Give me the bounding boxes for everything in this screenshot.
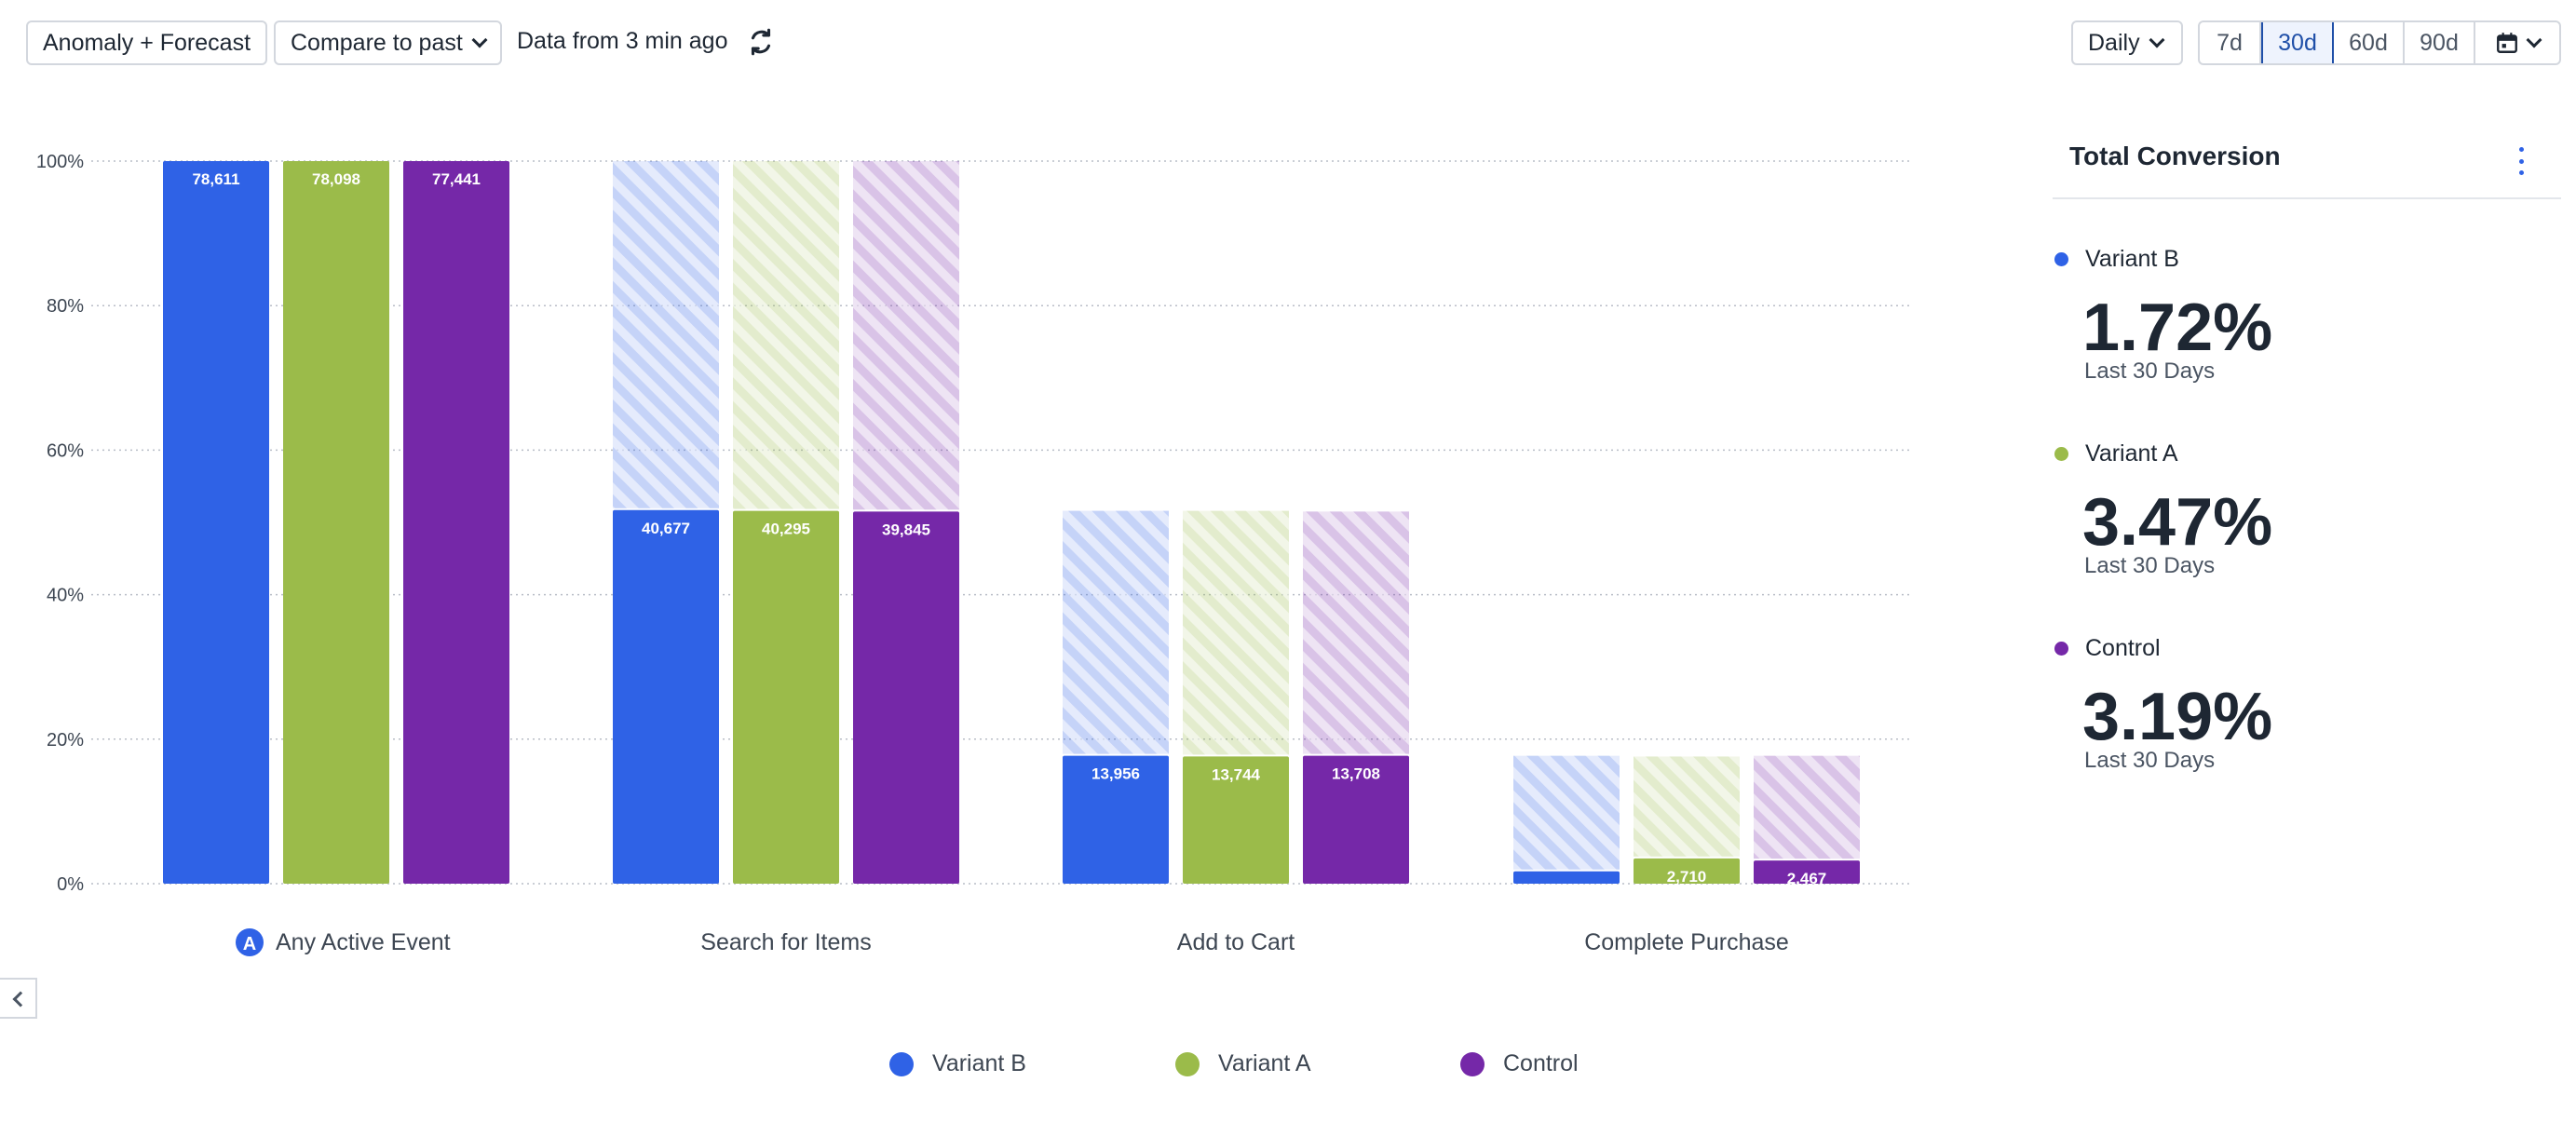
metric-name-variant-a: Variant A (2054, 440, 2178, 467)
chevron-left-icon (12, 991, 29, 1008)
metric-label: Control (2085, 635, 2161, 661)
bar-value-label: 78,611 (192, 170, 239, 188)
legend-item-control[interactable]: Control (1460, 1050, 1579, 1077)
category-label: Any Active Event (276, 929, 451, 955)
interval-label: Daily (2088, 29, 2140, 56)
custom-date-button[interactable] (2475, 22, 2559, 63)
series-dot (2054, 252, 2068, 266)
funnel-bar-chart: 0% 20% 40% 60% 80% 100% 78,611 78,098 77,441 A An… (36, 152, 1909, 956)
bar-value-label: 2,467 (1787, 870, 1827, 887)
conversion-bar-control[interactable] (1303, 755, 1409, 884)
bar-value-label: 13,708 (1332, 765, 1380, 783)
refresh-icon[interactable] (745, 26, 777, 58)
conversion-bar-control[interactable] (1754, 860, 1860, 884)
category-label: Search for Items (700, 929, 871, 955)
conversion-bar-variant-a[interactable] (283, 161, 389, 884)
svg-text:A: A (243, 934, 256, 954)
compare-label: Compare to past (291, 29, 463, 56)
bar-value-label: 39,845 (882, 521, 930, 538)
conversion-bar-variant-b[interactable] (163, 161, 269, 884)
y-tick-label: 60% (47, 440, 84, 461)
dropoff-bar-variant-a[interactable] (733, 161, 839, 509)
calendar-icon (2497, 33, 2517, 53)
more-options-icon[interactable] (2515, 147, 2528, 175)
conversion-bar-control[interactable] (403, 161, 509, 884)
date-range-selector: 7d 30d 60d 90d (2198, 20, 2561, 65)
conversion-bar-variant-a[interactable] (1634, 858, 1740, 884)
anomaly-forecast-button[interactable]: Anomaly + Forecast (26, 20, 268, 65)
bar-value-label: 13,956 (1091, 765, 1140, 783)
metric-value-variant-b: 1.72% (2082, 291, 2273, 365)
conversion-bar-variant-a[interactable] (1183, 756, 1289, 884)
chart-bars (163, 161, 1860, 884)
y-tick-label: 40% (47, 586, 84, 606)
legend-dot (1460, 1051, 1485, 1076)
dropoff-bar-variant-b[interactable] (1063, 510, 1169, 754)
chart-labels: 78,611 78,098 77,441 A Any Active Event 40,67… (192, 170, 1826, 956)
bar-value-label: 13,744 (1212, 765, 1261, 783)
metric-label: Variant A (2085, 440, 2178, 467)
range-90d-button[interactable]: 90d (2405, 22, 2475, 63)
dropoff-bar-control[interactable] (853, 161, 959, 510)
range-30d-button[interactable]: 30d (2261, 22, 2334, 63)
metric-name-control: Control (2054, 635, 2161, 662)
conversion-bar-variant-b[interactable] (1513, 871, 1620, 884)
dropoff-bar-variant-b[interactable] (1513, 755, 1620, 870)
chevron-down-icon (2149, 32, 2165, 48)
series-dot (2054, 447, 2068, 461)
metric-name-variant-b: Variant B (2054, 246, 2179, 273)
bar-value-label: 1,349 (1547, 881, 1587, 899)
conversion-bar-variant-a[interactable] (733, 510, 839, 884)
interval-dropdown[interactable]: Daily (2071, 20, 2183, 65)
metric-label: Variant B (2085, 246, 2179, 272)
dropoff-bar-variant-a[interactable] (1634, 756, 1740, 857)
bar-value-label: 40,677 (642, 520, 690, 537)
anomaly-forecast-label: Anomaly + Forecast (43, 29, 251, 56)
y-tick-label: 0% (57, 874, 84, 895)
y-tick-label: 80% (47, 296, 84, 317)
legend-item-variant-b[interactable]: Variant B (889, 1050, 1026, 1077)
collapse-panel-button[interactable] (0, 978, 37, 1019)
series-dot (2054, 642, 2068, 656)
dropoff-bar-variant-b[interactable] (613, 161, 719, 508)
amplitude-logo-icon: A (236, 928, 264, 956)
dropoff-bar-control[interactable] (1303, 511, 1409, 754)
compare-to-past-dropdown[interactable]: Compare to past (274, 20, 502, 65)
category-label: Add to Cart (1177, 929, 1295, 955)
metric-period-variant-a: Last 30 Days (2084, 553, 2216, 578)
metric-value-variant-a: 3.47% (2082, 485, 2273, 560)
metric-period-variant-b: Last 30 Days (2084, 359, 2216, 384)
bar-value-label: 78,098 (312, 170, 360, 188)
bar-value-label: 77,441 (432, 170, 481, 188)
conversion-bar-variant-b[interactable] (613, 509, 719, 884)
conversion-bar-control[interactable] (853, 511, 959, 884)
category-label: Complete Purchase (1584, 929, 1789, 955)
chevron-down-icon (2526, 32, 2542, 48)
panel-title: Total Conversion (2069, 142, 2281, 170)
bar-value-label: 2,710 (1667, 868, 1707, 886)
dropoff-bar-control[interactable] (1754, 755, 1860, 859)
metric-period-control: Last 30 Days (2084, 748, 2216, 773)
dropoff-bar-variant-a[interactable] (1183, 510, 1289, 755)
range-60d-button[interactable]: 60d (2334, 22, 2405, 63)
bar-value-label: 40,295 (762, 521, 810, 538)
metric-value-control: 3.19% (2082, 680, 2273, 754)
legend-label: Variant B (932, 1050, 1026, 1076)
legend-item-variant-a[interactable]: Variant A (1175, 1050, 1311, 1077)
range-7d-button[interactable]: 7d (2200, 22, 2261, 63)
conversion-bar-variant-b[interactable] (1063, 755, 1169, 884)
legend-label: Control (1503, 1050, 1579, 1076)
data-freshness-status: Data from 3 min ago (517, 28, 728, 54)
legend-label: Variant A (1218, 1050, 1311, 1076)
y-tick-label: 20% (47, 730, 84, 751)
legend-dot (1175, 1051, 1200, 1076)
legend-dot (889, 1051, 914, 1076)
y-tick-label: 100% (36, 152, 84, 172)
panel-divider (2053, 197, 2561, 199)
